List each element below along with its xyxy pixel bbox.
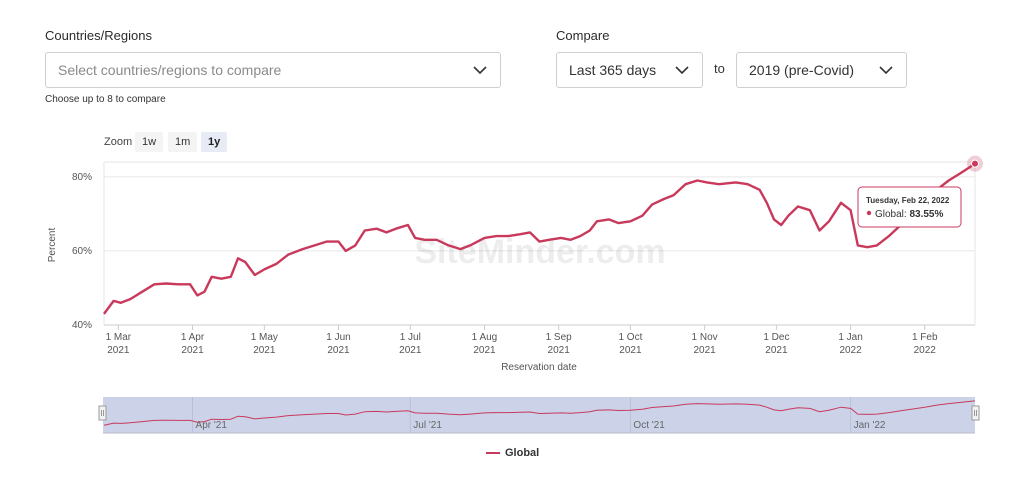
to-label: to	[714, 61, 725, 76]
regions-select[interactable]: Select countries/regions to compare	[45, 52, 501, 88]
x-tick-label: 1 Oct	[618, 332, 642, 343]
x-tick-label: 1 Sep	[546, 332, 573, 343]
x-tick-year: 2021	[327, 345, 350, 356]
y-tick-label: 40%	[72, 320, 92, 331]
x-tick-year: 2021	[473, 345, 496, 356]
x-tick-label: 1 Dec	[763, 332, 789, 343]
series-line-global	[103, 162, 976, 315]
legend-swatch	[486, 452, 500, 454]
x-tick-year: 2021	[619, 345, 642, 356]
x-tick-year: 2021	[107, 345, 130, 356]
x-tick-label: 1 Nov	[692, 332, 718, 343]
navigator-left-handle[interactable]	[98, 405, 107, 421]
chevron-down-icon	[879, 66, 893, 75]
x-tick-label: 1 May	[251, 332, 278, 343]
baseline-select[interactable]: 2019 (pre-Covid)	[736, 52, 907, 88]
x-tick-year: 2021	[399, 345, 422, 356]
zoom-1w-button[interactable]: 1w	[135, 132, 164, 152]
y-axis-title: Percent	[47, 228, 58, 263]
x-tick-label: 1 Feb	[912, 332, 938, 343]
x-axis-title: Reservation date	[501, 362, 577, 373]
regions-label: Countries/Regions	[45, 28, 152, 43]
tooltip: Tuesday, Feb 22, 2022 Global: 83.55%	[857, 186, 962, 228]
period-value: Last 365 days	[569, 62, 657, 78]
x-tick-year: 2021	[253, 345, 276, 356]
x-tick-year: 2021	[548, 345, 571, 356]
x-tick-label: 1 Mar	[106, 332, 132, 343]
chevron-down-icon	[675, 66, 689, 75]
x-tick-year: 2021	[765, 345, 788, 356]
navigator-label: Jul '21	[413, 420, 442, 431]
x-tick-label: 1 Jul	[400, 332, 421, 343]
chevron-down-icon	[473, 66, 487, 75]
zoom-1y-button[interactable]: 1y	[201, 132, 228, 152]
baseline-value: 2019 (pre-Covid)	[749, 62, 855, 78]
hover-marker[interactable]	[971, 159, 979, 168]
navigator-label: Jan '22	[854, 420, 886, 431]
tooltip-date: Tuesday, Feb 22, 2022	[866, 196, 950, 205]
tooltip-bullet-icon	[866, 210, 872, 216]
tooltip-value-text: Global: 83.55%	[875, 209, 943, 220]
navigator-right-handle[interactable]	[971, 405, 980, 421]
x-tick-year: 2021	[693, 345, 716, 356]
legend-item-global[interactable]: Global	[486, 447, 539, 459]
zoom-1m-button[interactable]: 1m	[168, 132, 198, 152]
legend-label: Global	[505, 447, 540, 459]
x-tick-year: 2022	[914, 345, 937, 356]
navigator-series-line	[103, 400, 976, 426]
watermark: SiteMinder.com	[414, 233, 665, 271]
regions-hint: Choose up to 8 to compare	[45, 94, 166, 105]
regions-placeholder: Select countries/regions to compare	[58, 62, 282, 78]
x-tick-label: 1 Jun	[326, 332, 350, 343]
zoom-label: Zoom	[104, 136, 133, 148]
period-select[interactable]: Last 365 days	[556, 52, 703, 88]
x-tick-year: 2021	[181, 345, 204, 356]
navigator[interactable]: Apr '21 Jul '21 Oct '21 Jan '22	[98, 397, 980, 434]
x-tick-year: 2022	[839, 345, 862, 356]
x-tick-label: 1 Jan	[838, 332, 862, 343]
compare-label: Compare	[556, 28, 610, 43]
x-tick-label: 1 Apr	[181, 332, 205, 343]
y-tick-label: 80%	[72, 172, 92, 183]
navigator-label: Oct '21	[633, 420, 665, 431]
navigator-selection[interactable]	[103, 397, 975, 433]
x-tick-label: 1 Aug	[472, 332, 498, 343]
navigator-label: Apr '21	[196, 420, 228, 431]
y-tick-label: 60%	[72, 246, 92, 257]
